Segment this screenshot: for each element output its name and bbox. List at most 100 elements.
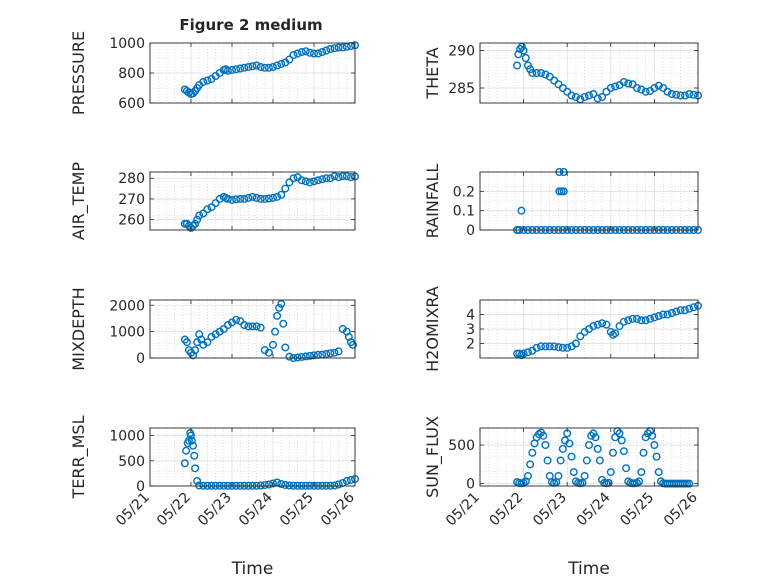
data-point [301, 352, 310, 361]
data-point [554, 471, 563, 480]
data-point [639, 448, 648, 457]
data-point [285, 178, 294, 187]
y-tick-label: 280 [118, 171, 145, 187]
data-point [672, 90, 681, 99]
axes-box [479, 171, 699, 231]
data-point [256, 323, 265, 332]
data-point [256, 194, 265, 203]
data-point [589, 429, 598, 438]
data-point [326, 45, 335, 54]
data-point [264, 480, 273, 489]
data-point [667, 309, 676, 318]
data-point [189, 221, 198, 230]
data-point [322, 174, 331, 183]
data-point [211, 199, 220, 208]
data-point [334, 480, 343, 489]
data-point [663, 87, 672, 96]
data-point [269, 63, 278, 72]
data-point [240, 321, 249, 330]
y-tick-label: 3 [466, 322, 475, 338]
data-point [260, 63, 269, 72]
data-point [285, 352, 294, 361]
data-point [191, 219, 200, 228]
data-point [543, 456, 552, 465]
data-point [526, 460, 535, 469]
data-point [232, 195, 241, 204]
data-point [611, 82, 620, 91]
data-point [182, 446, 191, 455]
data-point [289, 51, 298, 60]
data-point [541, 70, 550, 79]
data-point [523, 348, 532, 357]
data-point [537, 342, 546, 351]
data-point [232, 315, 241, 324]
data-point [186, 223, 195, 232]
data-point [576, 332, 585, 341]
y-tick-label: 285 [448, 81, 475, 97]
subplot-6: 234 H2OMIXRA [423, 286, 703, 372]
data-point [256, 63, 265, 72]
data-point [541, 342, 550, 351]
data-point [338, 172, 347, 181]
data-point [558, 444, 567, 453]
data-point [203, 205, 212, 214]
y-tick-label: 0 [136, 351, 145, 367]
data-point [685, 304, 694, 313]
data-point [338, 43, 347, 52]
data-point [330, 172, 339, 181]
data-point [269, 340, 278, 349]
data-point [271, 327, 280, 336]
data-point [556, 456, 565, 465]
data-point [326, 174, 335, 183]
data-point [318, 175, 327, 184]
data-point [195, 481, 204, 490]
data-point [565, 439, 574, 448]
data-point [622, 464, 631, 473]
data-point [608, 448, 617, 457]
data-point [191, 346, 200, 355]
data-point [189, 441, 198, 450]
subplot-5: 0 1000 2000 MIXDEPTH [69, 287, 357, 371]
data-point [260, 480, 269, 489]
data-point [598, 92, 607, 101]
data-point [223, 66, 232, 75]
data-point [617, 436, 626, 445]
subplot-3: 260 270 280 AIR_TEMP [69, 162, 360, 240]
data-point [326, 349, 335, 358]
y-axis-label: RAINFALL [423, 164, 442, 239]
data-point [330, 348, 339, 357]
data-point [281, 184, 290, 193]
data-point [619, 77, 628, 86]
data-point [322, 46, 331, 55]
data-point [310, 351, 319, 360]
data-point [193, 215, 202, 224]
data-point [248, 62, 257, 71]
y-axis-label: AIR_TEMP [69, 162, 89, 240]
data-point [624, 316, 633, 325]
data-point [521, 54, 530, 63]
data-point [334, 43, 343, 52]
y-tick-label: 0 [136, 479, 145, 495]
data-point [667, 89, 676, 98]
data-point [285, 55, 294, 64]
data-point [519, 46, 528, 55]
data-point [591, 433, 600, 442]
data-point [275, 303, 284, 312]
data-point [615, 429, 624, 438]
data-point [330, 481, 339, 490]
data-point [193, 476, 202, 485]
data-point [595, 456, 604, 465]
data-point [571, 92, 580, 101]
data-point [273, 61, 282, 70]
data-point [632, 314, 641, 323]
data-point [297, 48, 306, 57]
data-point [236, 64, 245, 73]
data-point [322, 350, 331, 359]
data-point [680, 91, 689, 100]
data-point [569, 468, 578, 477]
data-point [580, 92, 589, 101]
data-point [637, 316, 646, 325]
data-point [559, 187, 568, 196]
data-point [277, 190, 286, 199]
